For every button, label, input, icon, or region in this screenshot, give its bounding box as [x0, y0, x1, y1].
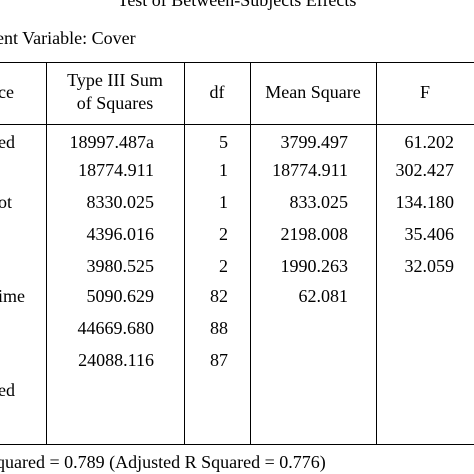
cell-sum-of-squares: 18774.911: [78, 160, 154, 180]
column-divider: [184, 62, 185, 444]
cell-sum-of-squares: 18997.487a: [69, 132, 155, 152]
cell-df: 82: [210, 286, 228, 306]
table-title: Test of Between-Subjects Effects: [117, 0, 357, 10]
header-mean-square: Mean Square: [265, 82, 361, 102]
header-source: ce: [0, 82, 14, 102]
cell-f: 32.059: [404, 256, 455, 276]
cell-f: 302.427: [395, 160, 455, 180]
header-df: df: [209, 82, 225, 102]
cell-df: 88: [210, 318, 228, 338]
cell-sum-of-squares: 5090.629: [86, 286, 155, 306]
cell-mean-square: 1990.263: [280, 256, 349, 276]
cell-source: ot: [0, 192, 13, 212]
cell-sum-of-squares: 3980.525: [86, 256, 155, 276]
cell-mean-square: 2198.008: [280, 224, 349, 244]
cell-mean-square: 833.025: [289, 192, 349, 212]
header-ss-line1: Type III Sum: [67, 70, 163, 90]
header-f: F: [419, 82, 430, 102]
cell-df: 2: [219, 256, 228, 276]
cell-df: 5: [219, 132, 228, 152]
table-header-rule: [0, 124, 474, 125]
dependent-variable-label: ent Variable: Cover: [0, 28, 136, 48]
cell-source: ed: [0, 380, 15, 400]
column-divider: [250, 62, 251, 444]
cell-sum-of-squares: 8330.025: [86, 192, 155, 212]
cell-df: 1: [219, 160, 228, 180]
cell-source: ime: [0, 286, 25, 306]
r-squared-footnote: quared = 0.789 (Adjusted R Squared = 0.7…: [0, 452, 326, 472]
table-bottom-rule: [0, 444, 474, 445]
cell-sum-of-squares: 4396.016: [86, 224, 155, 244]
cell-f: 61.202: [404, 132, 455, 152]
header-ss-line2: of Squares: [76, 93, 154, 113]
cell-df: 1: [219, 192, 228, 212]
cell-df: 2: [219, 224, 228, 244]
cell-sum-of-squares: 24088.116: [78, 350, 154, 370]
table-top-rule: [0, 62, 474, 63]
cell-sum-of-squares: 44669.680: [77, 318, 155, 338]
cell-mean-square: 62.081: [298, 286, 349, 306]
cell-mean-square: 3799.497: [280, 132, 349, 152]
column-divider: [46, 62, 47, 444]
cell-f: 35.406: [404, 224, 455, 244]
column-divider: [376, 62, 377, 444]
cell-source: ed: [0, 132, 15, 152]
cell-mean-square: 18774.911: [272, 160, 348, 180]
cell-f: 134.180: [395, 192, 455, 212]
cell-df: 87: [210, 350, 228, 370]
